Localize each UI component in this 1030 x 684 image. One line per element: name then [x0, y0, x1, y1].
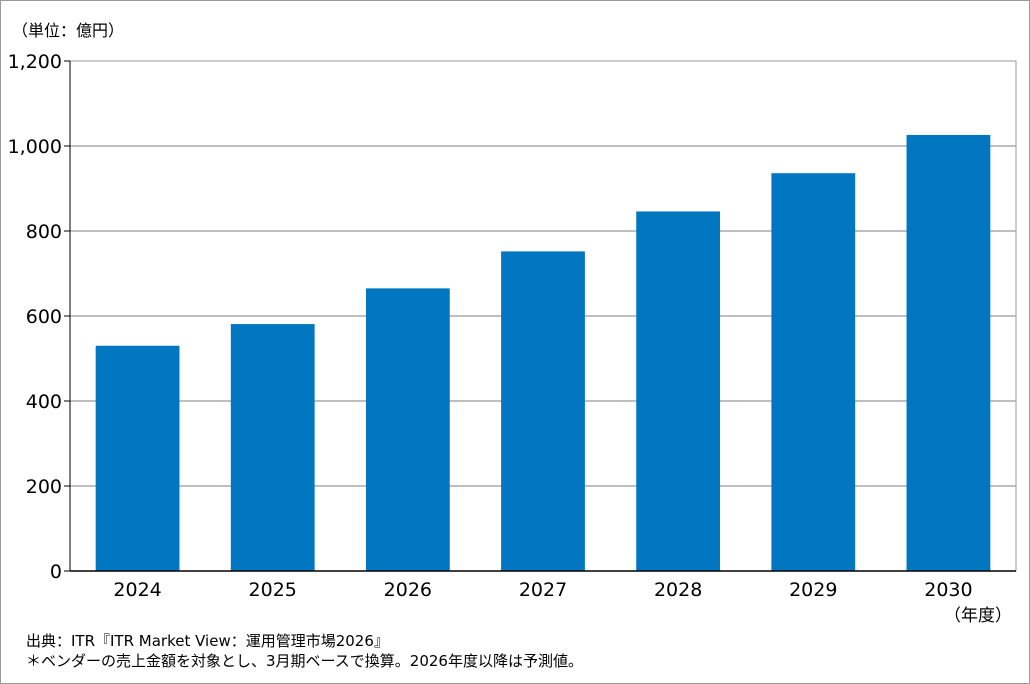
bar-2024 — [95, 345, 180, 571]
x-tick-label: 2026 — [384, 579, 432, 601]
y-tick-label: 200 — [26, 476, 62, 498]
y-tick-label: 0 — [50, 561, 62, 583]
x-tick-label: 2028 — [654, 579, 702, 601]
bar-2025 — [230, 324, 315, 571]
bar-2028 — [636, 211, 721, 571]
bar-2026 — [365, 288, 450, 571]
x-tick-label: 2027 — [519, 579, 567, 601]
x-axis-unit-label: （年度） — [944, 606, 1012, 626]
y-tick-label: 1,000 — [8, 136, 62, 158]
bar-2029 — [771, 173, 856, 571]
y-axis-unit-label: （単位：億円） — [12, 21, 125, 40]
source-note: 出典：ITR『ITR Market View：運用管理市場2026』 — [26, 632, 389, 650]
x-tick-label: 2030 — [924, 579, 972, 601]
y-tick-label: 800 — [26, 221, 62, 243]
x-tick-label: 2029 — [789, 579, 837, 601]
bar-2030 — [906, 134, 991, 571]
x-tick-label: 2025 — [249, 579, 297, 601]
y-tick-label: 1,200 — [8, 51, 62, 73]
y-tick-label: 600 — [26, 306, 62, 328]
x-tick-label: 2024 — [113, 579, 161, 601]
bar-2027 — [501, 251, 585, 571]
y-tick-label: 400 — [26, 391, 62, 413]
footnote: ＊ベンダーの売上金額を対象とし、3月期ベースで換算。2026年度以降は予測値。 — [26, 652, 583, 670]
